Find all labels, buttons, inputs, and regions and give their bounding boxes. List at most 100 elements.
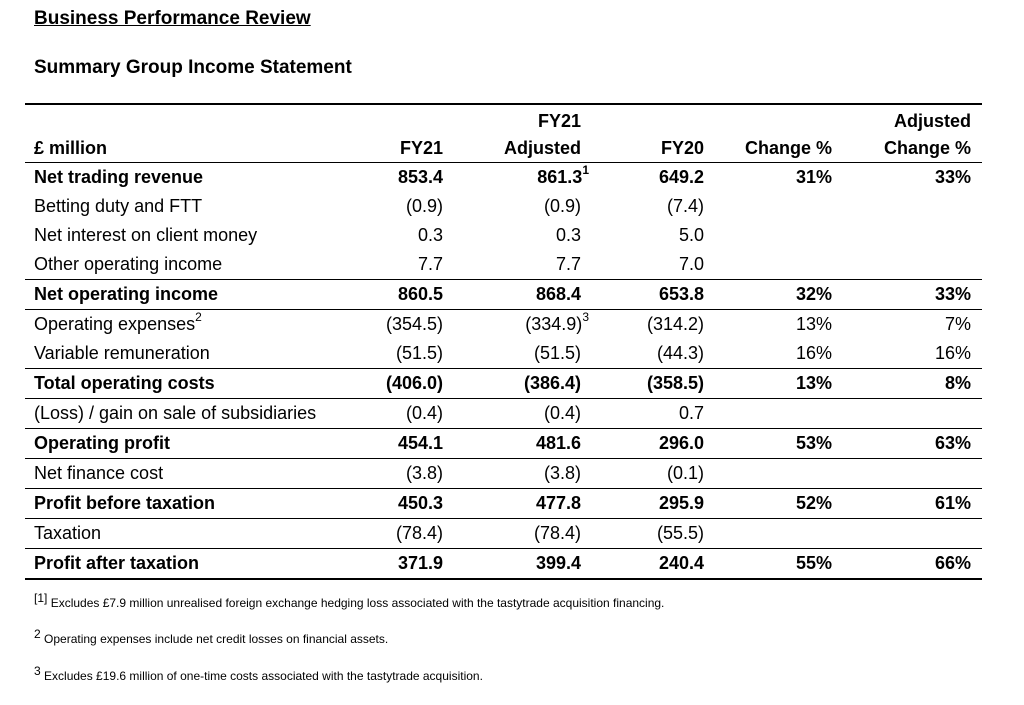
cell-value: (0.4) [405, 403, 443, 423]
cell-adj-change [843, 398, 982, 429]
cell-value: (7.4) [666, 196, 704, 216]
cell-value: (44.3) [656, 343, 704, 363]
table-row: Net interest on client money 0.3 0.3 5.0 [25, 221, 982, 250]
cell-value: 240.4 [658, 553, 704, 573]
cell-value: (78.4) [533, 523, 581, 543]
cell-value: 7.7 [417, 254, 443, 274]
footnote-1-mark: [1] [34, 591, 48, 605]
cell-value: 7% [944, 314, 971, 334]
cell-value: 296.0 [658, 433, 704, 453]
row-label-text: Betting duty and FTT [34, 196, 203, 216]
cell-adj-change: 33% [843, 162, 982, 192]
cell-value: 61% [934, 493, 971, 513]
cell-fy20: (7.4) [592, 192, 715, 221]
cell-value: 481.6 [535, 433, 581, 453]
footnote-2: 2 Operating expenses include net credit … [34, 628, 389, 646]
row-label-text: Taxation [34, 523, 102, 543]
cell-fy20: 5.0 [592, 221, 715, 250]
table-row: Profit before taxation 450.3 477.8 295.9 52%… [25, 488, 982, 519]
row-label: Profit before taxation [25, 488, 358, 519]
cell-change [715, 221, 843, 250]
cell-fy21: (51.5) [358, 339, 454, 369]
row-label-text: Operating profit [34, 433, 170, 453]
cell-fy20: (358.5) [592, 368, 715, 399]
cell-value: 0.3 [555, 225, 581, 245]
cell-value: (78.4) [395, 523, 443, 543]
cell-fy20: (55.5) [592, 518, 715, 549]
cell-change [715, 250, 843, 280]
cell-change: 16% [715, 339, 843, 369]
table-row: Operating profit 454.1 481.6 296.0 53% 63% [25, 428, 982, 459]
cell-value: 853.4 [397, 167, 443, 187]
cell-fy20: 0.7 [592, 398, 715, 429]
cell-value: (354.5) [385, 314, 443, 334]
cell-fy21-adj: (3.8) [454, 458, 592, 489]
cell-value: 450.3 [397, 493, 443, 513]
table-row: Net operating income 860.5 868.4 653.8 32% 33… [25, 279, 982, 310]
header-adjusted-change-top: Adjusted [893, 111, 971, 131]
cell-value: 371.9 [397, 553, 443, 573]
cell-fy21: (78.4) [358, 518, 454, 549]
cell-value: 53% [795, 433, 832, 453]
row-label: Net interest on client money [25, 221, 358, 250]
cell-value: 55% [795, 553, 832, 573]
cell-fy20: 7.0 [592, 250, 715, 280]
cell-value: (358.5) [646, 373, 704, 393]
cell-change: 55% [715, 548, 843, 580]
cell-value: 477.8 [535, 493, 581, 513]
footnote-3: 3 Excludes £19.6 million of one-time cos… [34, 665, 483, 683]
header-fy21: FY21 [399, 138, 443, 158]
cell-value: (334.9) [525, 314, 583, 334]
row-label-text: Operating expenses [34, 314, 196, 334]
footnote-2-text: Operating expenses include net credit lo… [44, 632, 389, 646]
row-label: Other operating income [25, 250, 358, 280]
cell-change: 31% [715, 162, 843, 192]
cell-value: (0.9) [405, 196, 443, 216]
cell-value: 32% [795, 284, 832, 304]
cell-fy21-adj: 861.31 [454, 162, 592, 192]
cell-value: 868.4 [535, 284, 581, 304]
cell-fy20: 653.8 [592, 279, 715, 310]
row-label-text: (Loss) / gain on sale of subsidiaries [34, 403, 317, 423]
footnote-2-mark: 2 [34, 627, 41, 641]
cell-value: 13% [795, 314, 832, 334]
cell-adj-change: 61% [843, 488, 982, 519]
footnote-ref: 3 [582, 310, 589, 324]
cell-fy20: 295.9 [592, 488, 715, 519]
cell-fy21-adj: 481.6 [454, 428, 592, 459]
cell-fy21-adj: (0.9) [454, 192, 592, 221]
cell-value: (314.2) [646, 314, 704, 334]
cell-value: (51.5) [395, 343, 443, 363]
cell-fy21-adj: 7.7 [454, 250, 592, 280]
cell-value: 63% [934, 433, 971, 453]
cell-fy21-adj: (334.9)3 [454, 309, 592, 339]
row-label: (Loss) / gain on sale of subsidiaries [25, 398, 358, 429]
row-label: Betting duty and FTT [25, 192, 358, 221]
cell-fy21-adj: 868.4 [454, 279, 592, 310]
table-row: Variable remuneration (51.5) (51.5) (44.3) 1… [25, 339, 982, 369]
cell-change [715, 192, 843, 221]
footnote-ref: 2 [195, 310, 202, 324]
row-label: Net finance cost [25, 458, 358, 489]
row-label-text: Net trading revenue [34, 167, 204, 187]
cell-value: 653.8 [658, 284, 704, 304]
cell-adj-change: 66% [843, 548, 982, 580]
cell-fy21: 454.1 [358, 428, 454, 459]
cell-value: 649.2 [658, 167, 704, 187]
cell-fy21-adj: (78.4) [454, 518, 592, 549]
cell-adj-change [843, 518, 982, 549]
cell-value: 861.3 [537, 167, 583, 187]
row-label-text: Profit after taxation [34, 553, 200, 573]
row-label: Operating profit [25, 428, 358, 459]
row-label-text: Net finance cost [34, 463, 164, 483]
cell-fy21: 371.9 [358, 548, 454, 580]
header-fy20: FY20 [660, 138, 704, 158]
cell-fy21-adj: (51.5) [454, 339, 592, 369]
cell-change [715, 518, 843, 549]
cell-value: 31% [795, 167, 832, 187]
cell-fy21: (3.8) [358, 458, 454, 489]
cell-change [715, 458, 843, 489]
row-label: Taxation [25, 518, 358, 549]
cell-value: 8% [944, 373, 971, 393]
cell-value: (0.1) [666, 463, 704, 483]
